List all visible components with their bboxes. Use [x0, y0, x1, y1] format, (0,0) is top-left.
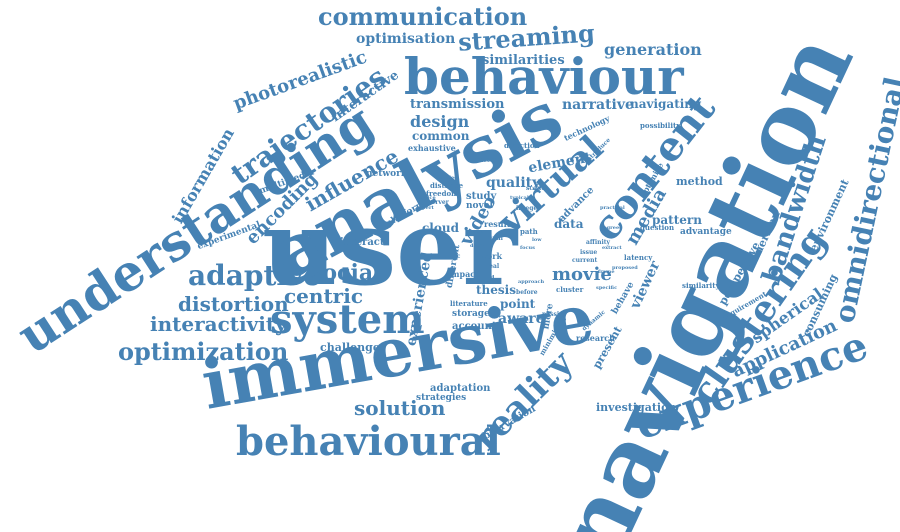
- word-distance: distance: [430, 181, 464, 190]
- word-approach: approach: [518, 279, 545, 285]
- word-communication: communication: [318, 2, 528, 31]
- word-frame: frame: [598, 269, 615, 275]
- word-common: common: [412, 129, 470, 143]
- word-similarities: similarities: [482, 53, 565, 68]
- word-affinity: affinity: [586, 239, 610, 246]
- word-logic: logic: [444, 253, 461, 260]
- word-account: account: [452, 321, 497, 332]
- word-typical: typical: [510, 195, 529, 201]
- word-behaviour: behaviour: [404, 47, 684, 106]
- word-similarity: similarity: [682, 281, 720, 290]
- word-network: network: [366, 169, 408, 179]
- word-exhaustive: exhaustive: [408, 143, 456, 153]
- word-depth: depth: [470, 243, 487, 249]
- word-adaptive: adaptive: [188, 259, 322, 292]
- word-cloud: cloud: [422, 221, 459, 235]
- word-optimization: optimization: [118, 337, 289, 366]
- word-direction: direction: [504, 141, 540, 150]
- word-narrative: narrative: [562, 97, 634, 113]
- word-storage: storage: [452, 309, 490, 319]
- word-movie: movie: [552, 264, 612, 285]
- word-impact: impact: [448, 269, 479, 279]
- word-advantage: advantage: [680, 227, 732, 237]
- word-scene: scene: [526, 185, 546, 192]
- word-good: good: [478, 275, 495, 282]
- word-current: current: [572, 257, 598, 264]
- word-investigation: investigation: [596, 401, 677, 414]
- word-research: research: [576, 333, 615, 343]
- word-behavioural: behavioural: [236, 418, 501, 465]
- word-extract: extract: [602, 245, 622, 251]
- word-issue: issue: [580, 249, 598, 256]
- word-challenge: challenge: [320, 341, 380, 354]
- word-before: before: [516, 289, 538, 296]
- word-specific: specific: [596, 285, 618, 291]
- word-adaptation: adaptation: [430, 383, 491, 394]
- word-aware: aware: [498, 311, 545, 327]
- word-work: work: [480, 251, 502, 261]
- word-novel: novel: [466, 201, 493, 211]
- word-literature: literature: [450, 299, 488, 308]
- word-design: design: [410, 112, 470, 131]
- word-transmission: transmission: [410, 97, 505, 112]
- word-question: question: [640, 223, 675, 232]
- word-practical: practical: [600, 205, 625, 211]
- word-focus: focus: [520, 245, 535, 251]
- word-proposed: proposed: [612, 265, 638, 271]
- word-quality: quality: [486, 175, 541, 191]
- word-centric: centric: [284, 284, 363, 308]
- word-service: service: [416, 195, 436, 201]
- word-scaled: scaled: [440, 175, 458, 181]
- word-distortion: distortion: [178, 292, 289, 316]
- word-result: result: [484, 219, 511, 229]
- word-latency: latency: [624, 253, 653, 262]
- word-passive: passive: [542, 311, 567, 318]
- word-method: method: [676, 175, 723, 188]
- word-expert: expert: [416, 205, 434, 211]
- word-generation: generation: [604, 40, 702, 59]
- word-user: user: [262, 186, 518, 309]
- word-social: social: [310, 260, 382, 286]
- word-strategies: strategies: [416, 393, 467, 403]
- word-integer: integer: [516, 205, 541, 212]
- word-possibility: possibility: [640, 121, 681, 130]
- word-data: data: [554, 217, 584, 231]
- word-low: low: [532, 237, 542, 243]
- word-cluster: cluster: [556, 285, 584, 294]
- word-server: server: [428, 199, 449, 206]
- word-usage: usage: [468, 229, 485, 235]
- word-freedom: freedom: [426, 189, 459, 198]
- word-path: path: [520, 227, 538, 236]
- word-real: real: [486, 263, 500, 270]
- word-strategy: strategy: [468, 155, 501, 164]
- word-point: point: [500, 297, 536, 311]
- word-solution: solution: [354, 396, 446, 420]
- word-final: final: [488, 235, 503, 242]
- word-pattern: pattern: [652, 213, 702, 227]
- word-optimisation: optimisation: [356, 31, 456, 47]
- word-study: study: [466, 191, 497, 202]
- word-interactivity: interactivity: [150, 312, 287, 336]
- word-interact: interact: [340, 237, 385, 248]
- word-degrees: degrees: [600, 225, 622, 231]
- word-navigating: navigating: [630, 97, 702, 111]
- word-thesis: thesis: [476, 283, 516, 297]
- word-system: system: [270, 296, 425, 343]
